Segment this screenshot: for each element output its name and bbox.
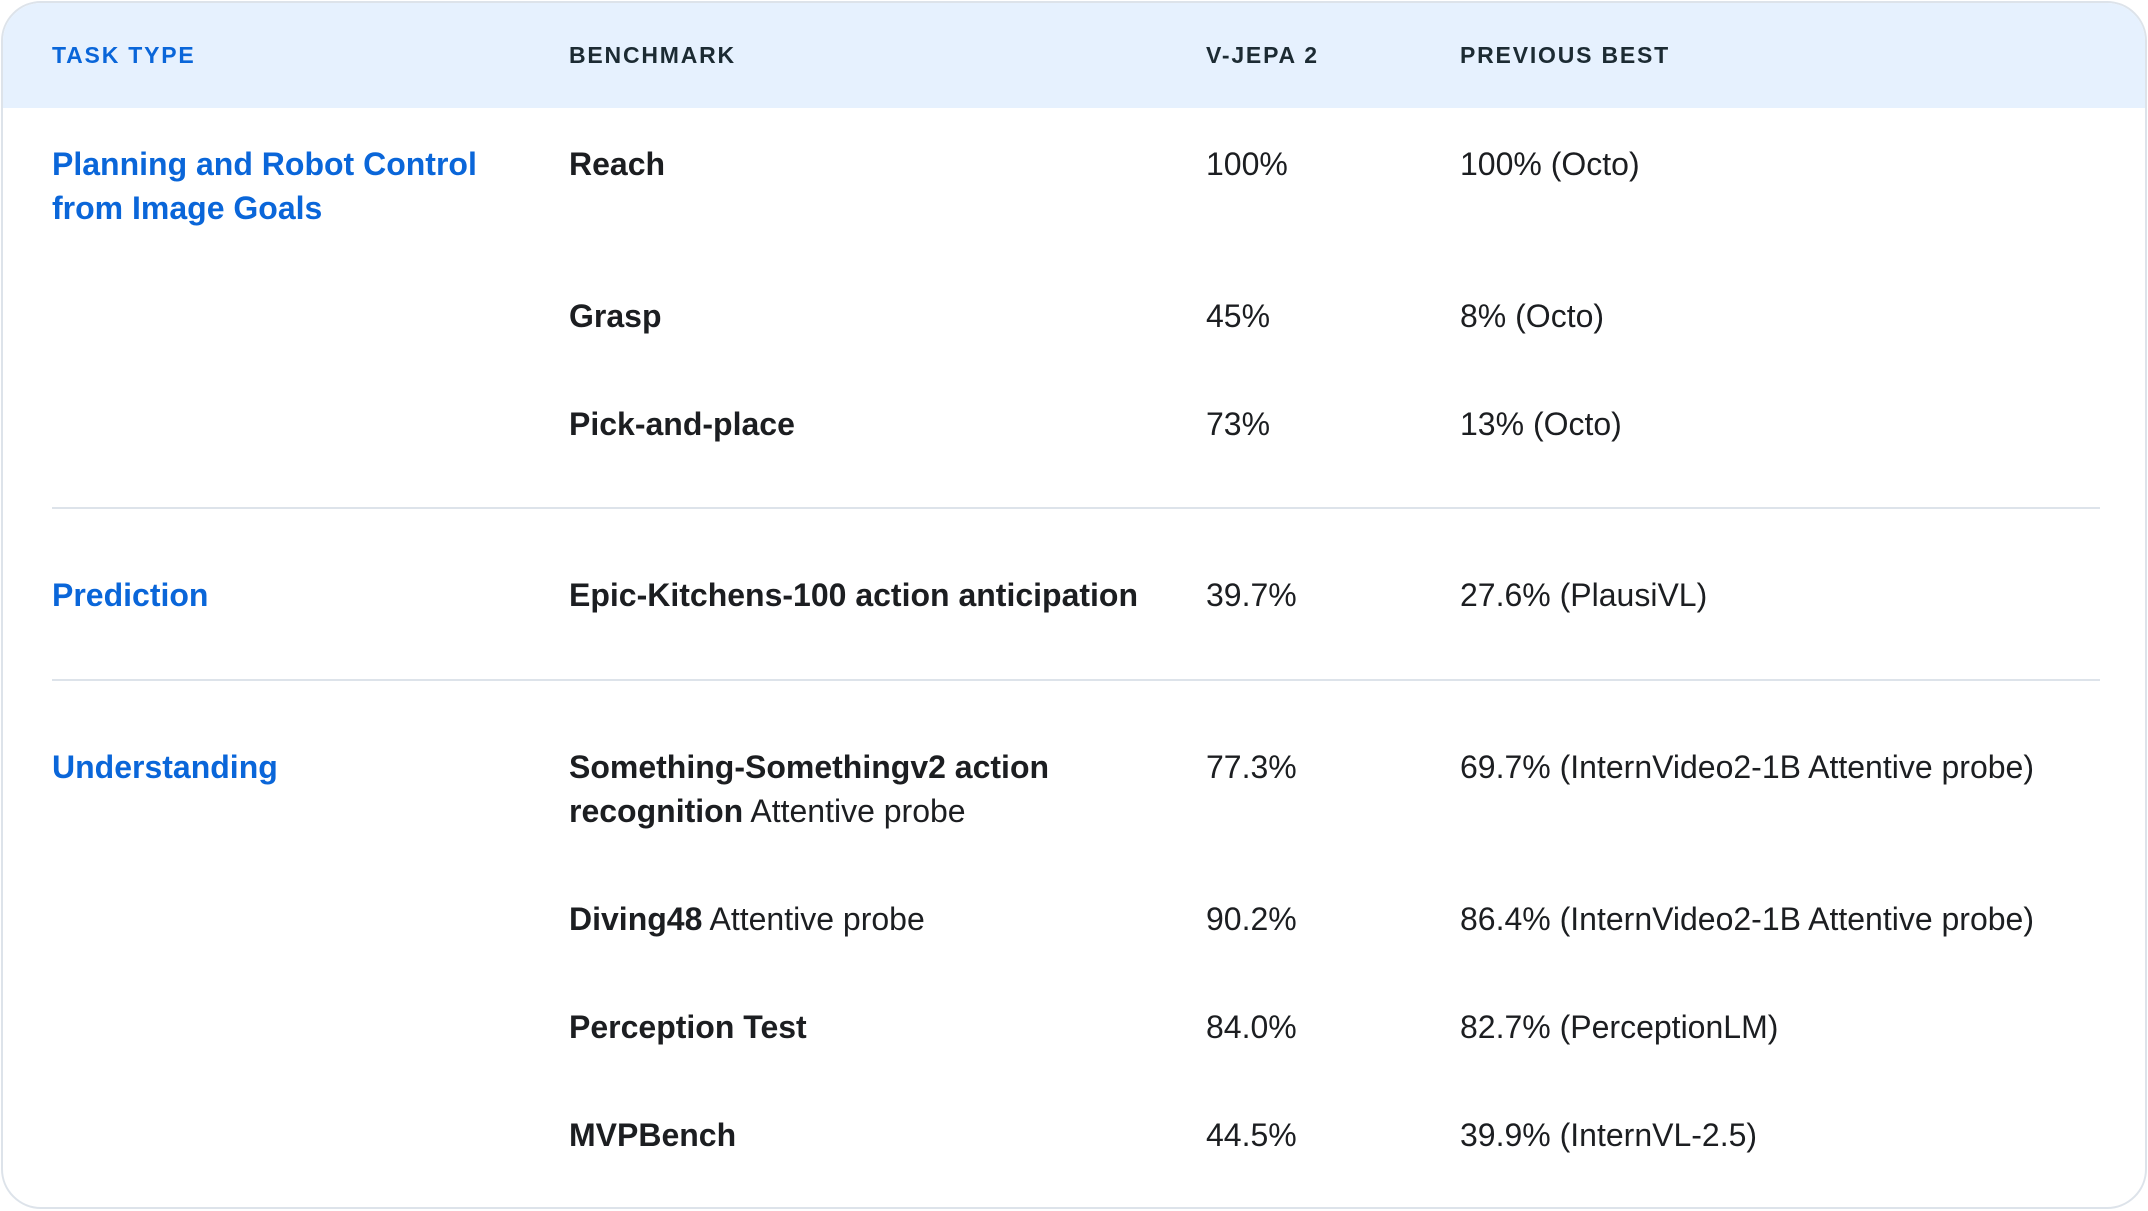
vjepa-score-pick-and-place: 73% xyxy=(1206,406,1271,442)
vjepa-score-epic-kitchens: 39.7% xyxy=(1206,577,1297,613)
previous-best-epic-kitchens: 27.6% (PlausiVL) xyxy=(1460,577,1708,613)
table-header: TASK TYPE BENCHMARK V-JEPA 2 PREVIOUS BE… xyxy=(3,3,2145,108)
group-divider xyxy=(52,679,2100,681)
task-type-understanding: Understanding xyxy=(52,749,278,785)
header-benchmark: BENCHMARK xyxy=(569,42,736,68)
previous-best-perception-test: 82.7% (PerceptionLM) xyxy=(1460,1009,1779,1045)
previous-best-mvpbench: 39.9% (InternVL-2.5) xyxy=(1460,1117,1758,1153)
benchmark-mvpbench: MVPBench xyxy=(569,1117,737,1153)
vjepa-score-diving48: 90.2% xyxy=(1206,901,1297,937)
task-type-prediction: Prediction xyxy=(52,577,209,613)
previous-best-diving48: 86.4% (InternVideo2-1B Attentive probe) xyxy=(1460,901,2034,937)
previous-best-something-something: 69.7% (InternVideo2-1B Attentive probe) xyxy=(1460,749,2034,785)
group-divider xyxy=(52,507,2100,509)
benchmark-grasp: Grasp xyxy=(569,298,662,334)
header-vjepa: V-JEPA 2 xyxy=(1206,42,1319,68)
header-task-type: TASK TYPE xyxy=(52,42,196,68)
benchmark-perception-test: Perception Test xyxy=(569,1009,807,1045)
benchmark-reach: Reach xyxy=(569,146,666,182)
benchmark-diving48: Diving48 Attentive probe xyxy=(569,901,925,937)
header-previous-best: PREVIOUS BEST xyxy=(1460,42,1670,68)
previous-best-pick-and-place: 13% (Octo) xyxy=(1460,406,1622,442)
vjepa-score-perception-test: 84.0% xyxy=(1206,1009,1297,1045)
vjepa-score-reach: 100% xyxy=(1206,146,1288,182)
benchmark-pick-and-place: Pick-and-place xyxy=(569,406,795,442)
vjepa-score-something-something: 77.3% xyxy=(1206,749,1297,785)
previous-best-reach: 100% (Octo) xyxy=(1460,146,1640,182)
vjepa-score-grasp: 45% xyxy=(1206,298,1271,334)
vjepa-score-mvpbench: 44.5% xyxy=(1206,1117,1297,1153)
task-type-planning: Planning and Robot Control from Image Go… xyxy=(52,146,477,226)
previous-best-grasp: 8% (Octo) xyxy=(1460,298,1605,334)
benchmark-something-something: Something-Somethingv2 action recognition… xyxy=(569,749,1050,829)
benchmark-epic-kitchens: Epic-Kitchens-100 action anticipation xyxy=(569,577,1138,613)
